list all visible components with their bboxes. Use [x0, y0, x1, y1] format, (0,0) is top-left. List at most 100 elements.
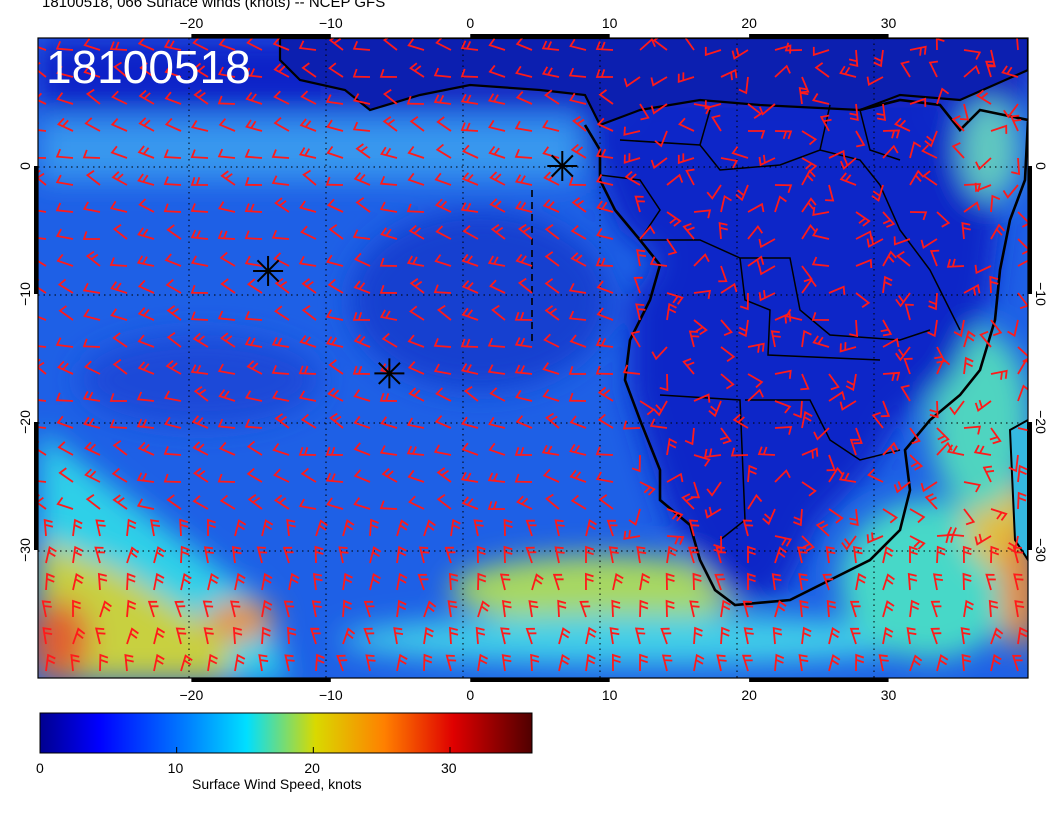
wind-barb	[921, 144, 938, 159]
wind-barb	[819, 114, 832, 132]
wind-barb	[771, 573, 782, 591]
wind-barb	[798, 654, 809, 672]
wind-barb	[909, 599, 920, 618]
wind-barb	[811, 312, 830, 321]
wind-barb	[568, 176, 587, 186]
wind-barb	[369, 546, 382, 564]
wind-barb	[558, 627, 571, 645]
wind-barb	[1011, 654, 1023, 672]
wind-barb	[190, 284, 209, 294]
wind-barb	[82, 231, 100, 240]
wind-barb	[882, 250, 897, 267]
wind-barb	[137, 334, 155, 348]
wind-barb	[139, 62, 155, 78]
wind-barb	[907, 572, 918, 591]
wind-barb	[634, 195, 645, 213]
wind-barb	[166, 305, 182, 321]
wind-barb	[747, 342, 765, 353]
wind-barb	[379, 257, 398, 267]
wind-barb	[166, 332, 182, 348]
wind-barb	[58, 467, 74, 483]
wind-barb	[56, 253, 74, 267]
wind-barb	[515, 38, 533, 51]
wind-barb	[327, 278, 344, 294]
wind-barb	[220, 332, 236, 348]
wind-barb	[801, 535, 815, 552]
wind-barb	[207, 653, 218, 672]
wind-barb	[352, 93, 371, 105]
wind-barb	[801, 130, 818, 146]
wind-barb	[314, 545, 324, 564]
wind-barb	[462, 225, 479, 240]
wind-barb	[693, 393, 711, 403]
wind-barb	[261, 519, 274, 537]
wind-barb	[83, 416, 101, 429]
wind-barb	[909, 141, 922, 159]
wind-barb	[990, 627, 1004, 645]
wind-barb	[192, 441, 209, 456]
wind-barb	[165, 279, 182, 294]
wind-barb	[354, 252, 371, 267]
wind-barb	[164, 117, 182, 132]
wind-barb	[936, 211, 951, 228]
wind-barb	[962, 545, 972, 564]
wind-barb	[666, 173, 684, 186]
wind-barb	[193, 89, 209, 105]
wind-barb	[949, 400, 965, 416]
wind-barb	[569, 469, 587, 483]
wind-barb	[639, 481, 656, 496]
wind-barb	[99, 653, 109, 672]
wind-barb	[245, 91, 263, 105]
wind-barb	[688, 330, 700, 348]
wind-barb	[82, 282, 101, 294]
wind-barb	[867, 468, 884, 483]
wind-barb	[342, 519, 355, 537]
wind-barb	[909, 45, 927, 56]
wind-barb	[953, 319, 965, 338]
wind-barb	[568, 282, 587, 294]
wind-barb	[342, 627, 356, 645]
wind-barb	[38, 61, 47, 78]
wind-barb	[138, 198, 155, 213]
wind-barb	[595, 337, 614, 348]
wind-barb	[666, 302, 677, 321]
wind-barb	[299, 200, 317, 213]
wind-barb	[719, 427, 732, 445]
wind-barb	[409, 62, 425, 78]
wind-barb	[570, 252, 587, 267]
wind-barb	[720, 194, 732, 213]
wind-barb	[352, 40, 371, 51]
storm-markers	[253, 151, 578, 389]
wind-barb	[828, 466, 844, 483]
wind-barb	[895, 292, 911, 308]
wind-barb	[328, 62, 344, 78]
wind-barb	[447, 600, 458, 618]
wind-barb	[738, 76, 749, 95]
wind-barb	[288, 572, 300, 591]
wind-barb	[774, 130, 793, 140]
wind-barb	[630, 330, 641, 348]
wind-barb	[797, 546, 808, 564]
wind-barb	[855, 292, 871, 309]
wind-barb	[570, 225, 587, 240]
wind-barb	[924, 493, 938, 510]
lat-label-right: −30	[1033, 538, 1049, 562]
wind-barb	[963, 508, 976, 526]
wind-barb	[974, 264, 992, 275]
wind-barb	[852, 545, 863, 564]
wind-barb	[136, 255, 155, 267]
colorbar	[39, 712, 533, 754]
wind-barb	[747, 388, 764, 402]
wind-barb	[739, 292, 749, 311]
lat-label-right: 0	[1033, 162, 1049, 170]
wind-barb	[990, 194, 1001, 213]
wind-barb	[433, 444, 452, 456]
wind-barb	[666, 508, 684, 522]
wind-barb	[622, 420, 641, 430]
wind-barb	[932, 573, 944, 591]
wind-barb	[758, 238, 776, 249]
wind-barb	[666, 472, 684, 483]
wind-barb	[774, 600, 787, 618]
wind-barb	[379, 284, 398, 294]
wind-barb	[190, 364, 209, 375]
